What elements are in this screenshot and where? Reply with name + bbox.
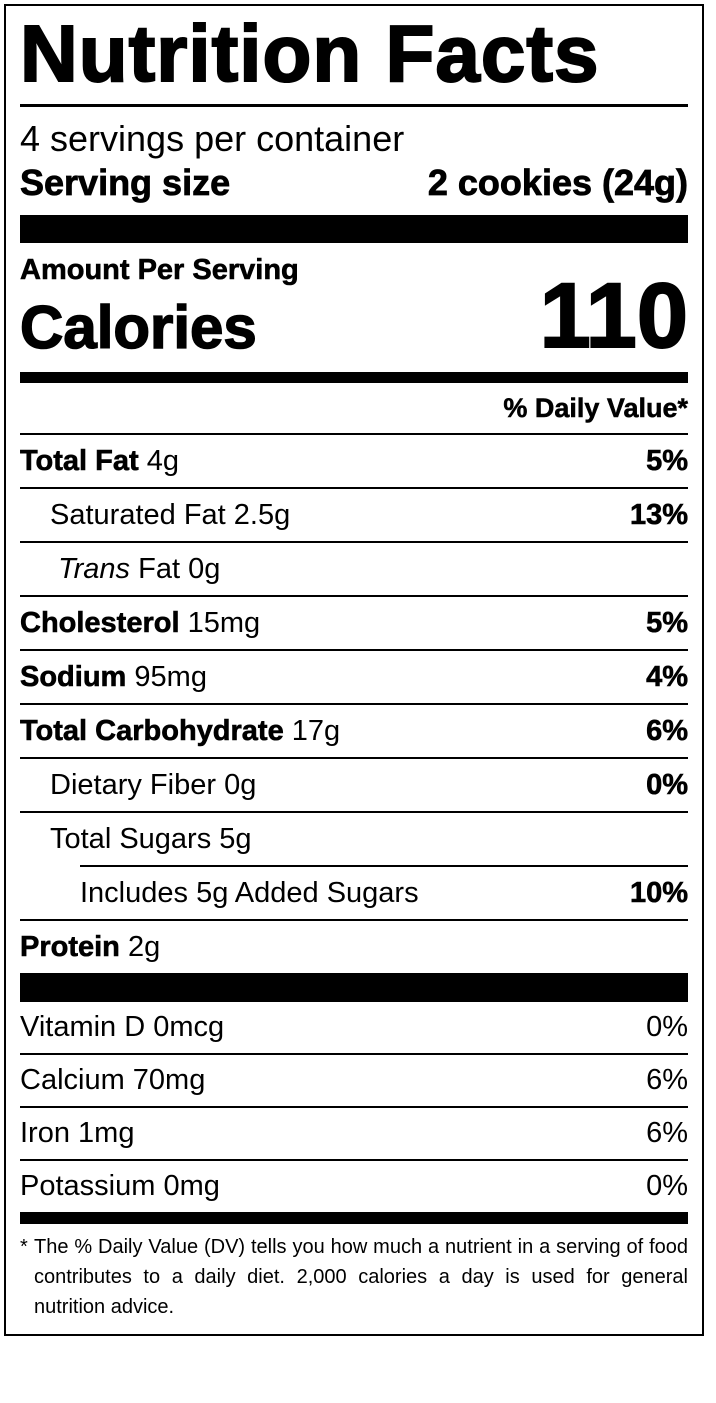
- vitamin-row: Calcium 70mg 6%: [20, 1053, 688, 1106]
- nutrition-facts-label: Nutrition Facts 4 servings per container…: [4, 4, 704, 1336]
- vitamin-row: Iron 1mg 6%: [20, 1106, 688, 1159]
- nutrient-row-trans-fat: Trans Fat 0g: [20, 541, 688, 595]
- calories-row: Calories 110: [19, 269, 689, 363]
- servings-per-container: 4 servings per container: [20, 118, 405, 159]
- vitamin-dv: 6%: [646, 1117, 688, 1149]
- nutrient-row-added-sugars: Includes 5g Added Sugars 10%: [80, 865, 688, 919]
- vitamin-dv: 6%: [646, 1064, 688, 1096]
- nutrient-dv: 6%: [646, 714, 689, 747]
- nutrient-row-sodium: Sodium 95mg 4%: [20, 649, 688, 703]
- nutrient-amount: 95mg: [134, 660, 207, 693]
- vitamin-text: Calcium 70mg: [20, 1064, 206, 1096]
- vitamin-text: Vitamin D 0mcg: [20, 1011, 225, 1043]
- vitamin-text: Potassium 0mg: [20, 1170, 220, 1202]
- nutrient-name: Includes 5g Added Sugars: [80, 876, 419, 909]
- vitamin-dv: 0%: [646, 1011, 688, 1043]
- nutrient-row-cholesterol: Cholesterol 15mg 5%: [20, 595, 688, 649]
- nutrient-name: Total Fat: [20, 444, 139, 477]
- thick-divider: [20, 973, 688, 1002]
- amount-per-serving: Amount Per Serving: [20, 254, 299, 287]
- nutrient-dv: 5%: [646, 444, 689, 477]
- nutrient-dv: 10%: [629, 876, 689, 909]
- nutrient-name: Sodium: [20, 660, 127, 693]
- medium-divider: [20, 372, 688, 383]
- thick-divider: [20, 215, 688, 243]
- nutrient-name: Protein: [20, 930, 121, 963]
- vitamins-section: Vitamin D 0mcg 0% Calcium 70mg 6% Iron 1mg…: [20, 1002, 688, 1212]
- nutrient-amount: 4g: [146, 444, 180, 477]
- nutrient-row-saturated-fat: Saturated Fat 2.5g 13%: [20, 487, 688, 541]
- nutrient-row-total-fat: Total Fat 4g 5%: [20, 433, 688, 487]
- vitamin-text: Iron 1mg: [20, 1117, 135, 1149]
- nutrient-name: Saturated Fat: [50, 498, 226, 531]
- serving-size: Serving size 2 cookies (24g): [20, 161, 689, 205]
- nutrient-row-protein: Protein 2g: [20, 919, 688, 973]
- nutrient-row-dietary-fiber: Dietary Fiber 0g 0%: [20, 757, 688, 811]
- footnote-text: The % Daily Value (DV) tells you how muc…: [34, 1236, 688, 1318]
- nutrient-name: Total Carbohydrate: [20, 714, 284, 747]
- nutrient-amount: Fat 0g: [138, 552, 221, 585]
- calories-value: 110: [539, 265, 689, 367]
- nutrient-amount: 15mg: [187, 606, 261, 639]
- serving-size-value: 2 cookies (24g): [427, 162, 688, 204]
- nutrient-amount: 5g: [219, 822, 252, 855]
- daily-value-header: % Daily Value*: [503, 393, 688, 424]
- nutrient-amount: 0g: [224, 768, 257, 801]
- footnote: * The % Daily Value (DV) tells you how m…: [20, 1232, 688, 1322]
- nutrient-dv: 5%: [646, 606, 689, 639]
- nutrient-name: Dietary Fiber: [50, 768, 216, 801]
- nutrient-dv: 13%: [629, 498, 689, 531]
- nutrient-dv: 4%: [646, 660, 689, 693]
- thick-divider: [20, 1212, 688, 1224]
- calories-label: Calories: [19, 294, 257, 362]
- label-title: Nutrition Facts: [19, 8, 600, 99]
- nutrient-name: Total Sugars: [50, 822, 212, 855]
- nutrient-amount: 2g: [127, 930, 161, 963]
- vitamin-dv: 0%: [646, 1170, 688, 1202]
- divider: [20, 104, 688, 107]
- nutrient-row-total-carbohydrate: Total Carbohydrate 17g 6%: [20, 703, 688, 757]
- vitamin-row: Vitamin D 0mcg 0%: [20, 1002, 688, 1053]
- nutrient-name: Trans: [58, 552, 131, 585]
- footnote-star: *: [20, 1236, 28, 1258]
- nutrient-amount: 17g: [291, 714, 341, 747]
- nutrient-dv: 0%: [646, 768, 689, 801]
- nutrient-amount: 2.5g: [233, 498, 291, 531]
- serving-size-label: Serving size: [20, 162, 231, 204]
- nutrient-row-total-sugars: Total Sugars 5g: [20, 811, 688, 865]
- nutrient-name: Cholesterol: [20, 606, 180, 639]
- vitamin-row: Potassium 0mg 0%: [20, 1159, 688, 1212]
